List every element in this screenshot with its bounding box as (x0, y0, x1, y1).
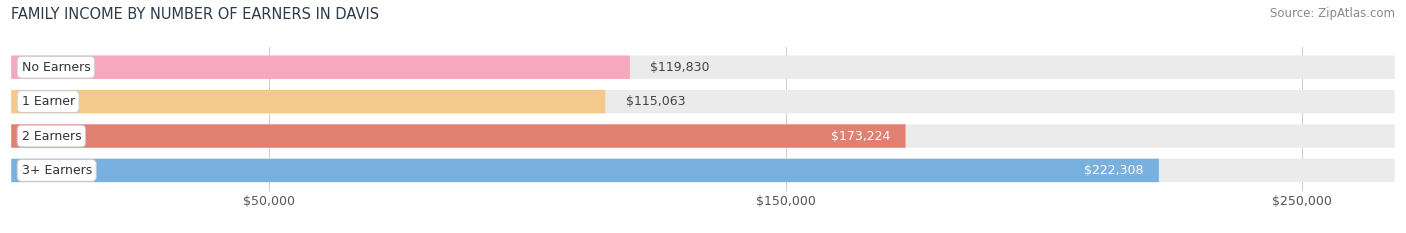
Text: FAMILY INCOME BY NUMBER OF EARNERS IN DAVIS: FAMILY INCOME BY NUMBER OF EARNERS IN DA… (11, 7, 380, 22)
FancyBboxPatch shape (11, 55, 630, 79)
Text: $115,063: $115,063 (626, 95, 685, 108)
FancyBboxPatch shape (11, 124, 1395, 148)
FancyBboxPatch shape (11, 159, 1395, 182)
Text: $173,224: $173,224 (831, 130, 890, 143)
Text: 1 Earner: 1 Earner (21, 95, 75, 108)
FancyBboxPatch shape (11, 159, 1159, 182)
Text: Source: ZipAtlas.com: Source: ZipAtlas.com (1270, 7, 1395, 20)
Text: $222,308: $222,308 (1084, 164, 1143, 177)
FancyBboxPatch shape (11, 90, 605, 113)
Text: 3+ Earners: 3+ Earners (21, 164, 91, 177)
Text: $119,830: $119,830 (651, 61, 710, 74)
FancyBboxPatch shape (11, 55, 1395, 79)
Text: 2 Earners: 2 Earners (21, 130, 82, 143)
FancyBboxPatch shape (11, 90, 1395, 113)
FancyBboxPatch shape (11, 124, 905, 148)
Text: No Earners: No Earners (21, 61, 90, 74)
